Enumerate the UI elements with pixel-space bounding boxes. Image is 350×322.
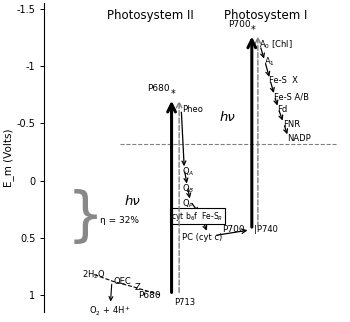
Text: OEC: OEC	[113, 277, 131, 286]
Text: *: *	[171, 89, 176, 99]
Text: η = 32%: η = 32%	[100, 216, 139, 225]
Text: Photosystem I: Photosystem I	[224, 8, 307, 22]
Y-axis label: E_m (Volts): E_m (Volts)	[3, 128, 14, 187]
Text: P700: P700	[222, 225, 245, 234]
Text: 2H$_2$O: 2H$_2$O	[83, 268, 106, 281]
Text: Fd: Fd	[278, 105, 288, 114]
Text: P700: P700	[228, 20, 250, 29]
Text: Fe-S  X: Fe-S X	[270, 76, 298, 85]
Text: Q$_P$: Q$_P$	[182, 197, 194, 210]
Text: Photosystem II: Photosystem II	[107, 8, 194, 22]
Text: hν: hν	[220, 111, 236, 124]
Text: PC (cyt c): PC (cyt c)	[182, 233, 222, 242]
Text: *: *	[251, 24, 256, 34]
Text: |P740: |P740	[254, 225, 278, 234]
Text: O$_2$ + 4H$^+$: O$_2$ + 4H$^+$	[89, 304, 132, 317]
Text: A$_0$ [Chl]: A$_0$ [Chl]	[259, 39, 293, 52]
Text: P680: P680	[147, 84, 170, 93]
Text: Pheo: Pheo	[182, 105, 203, 114]
Text: Z: Z	[135, 283, 140, 292]
Text: A$_1$: A$_1$	[264, 55, 275, 68]
Text: hν: hν	[124, 195, 140, 208]
Text: FNR: FNR	[283, 120, 300, 129]
Text: Q$_A$: Q$_A$	[182, 165, 195, 178]
Text: Q$_B$: Q$_B$	[182, 182, 195, 195]
Text: }: }	[67, 189, 104, 246]
Text: Fe-S A/B: Fe-S A/B	[274, 92, 309, 101]
Text: NADP: NADP	[287, 134, 311, 143]
Text: cyt b$_6$f  Fe-S$_R$: cyt b$_6$f Fe-S$_R$	[171, 210, 223, 223]
Text: P713: P713	[174, 298, 195, 307]
Text: P680: P680	[138, 291, 161, 300]
